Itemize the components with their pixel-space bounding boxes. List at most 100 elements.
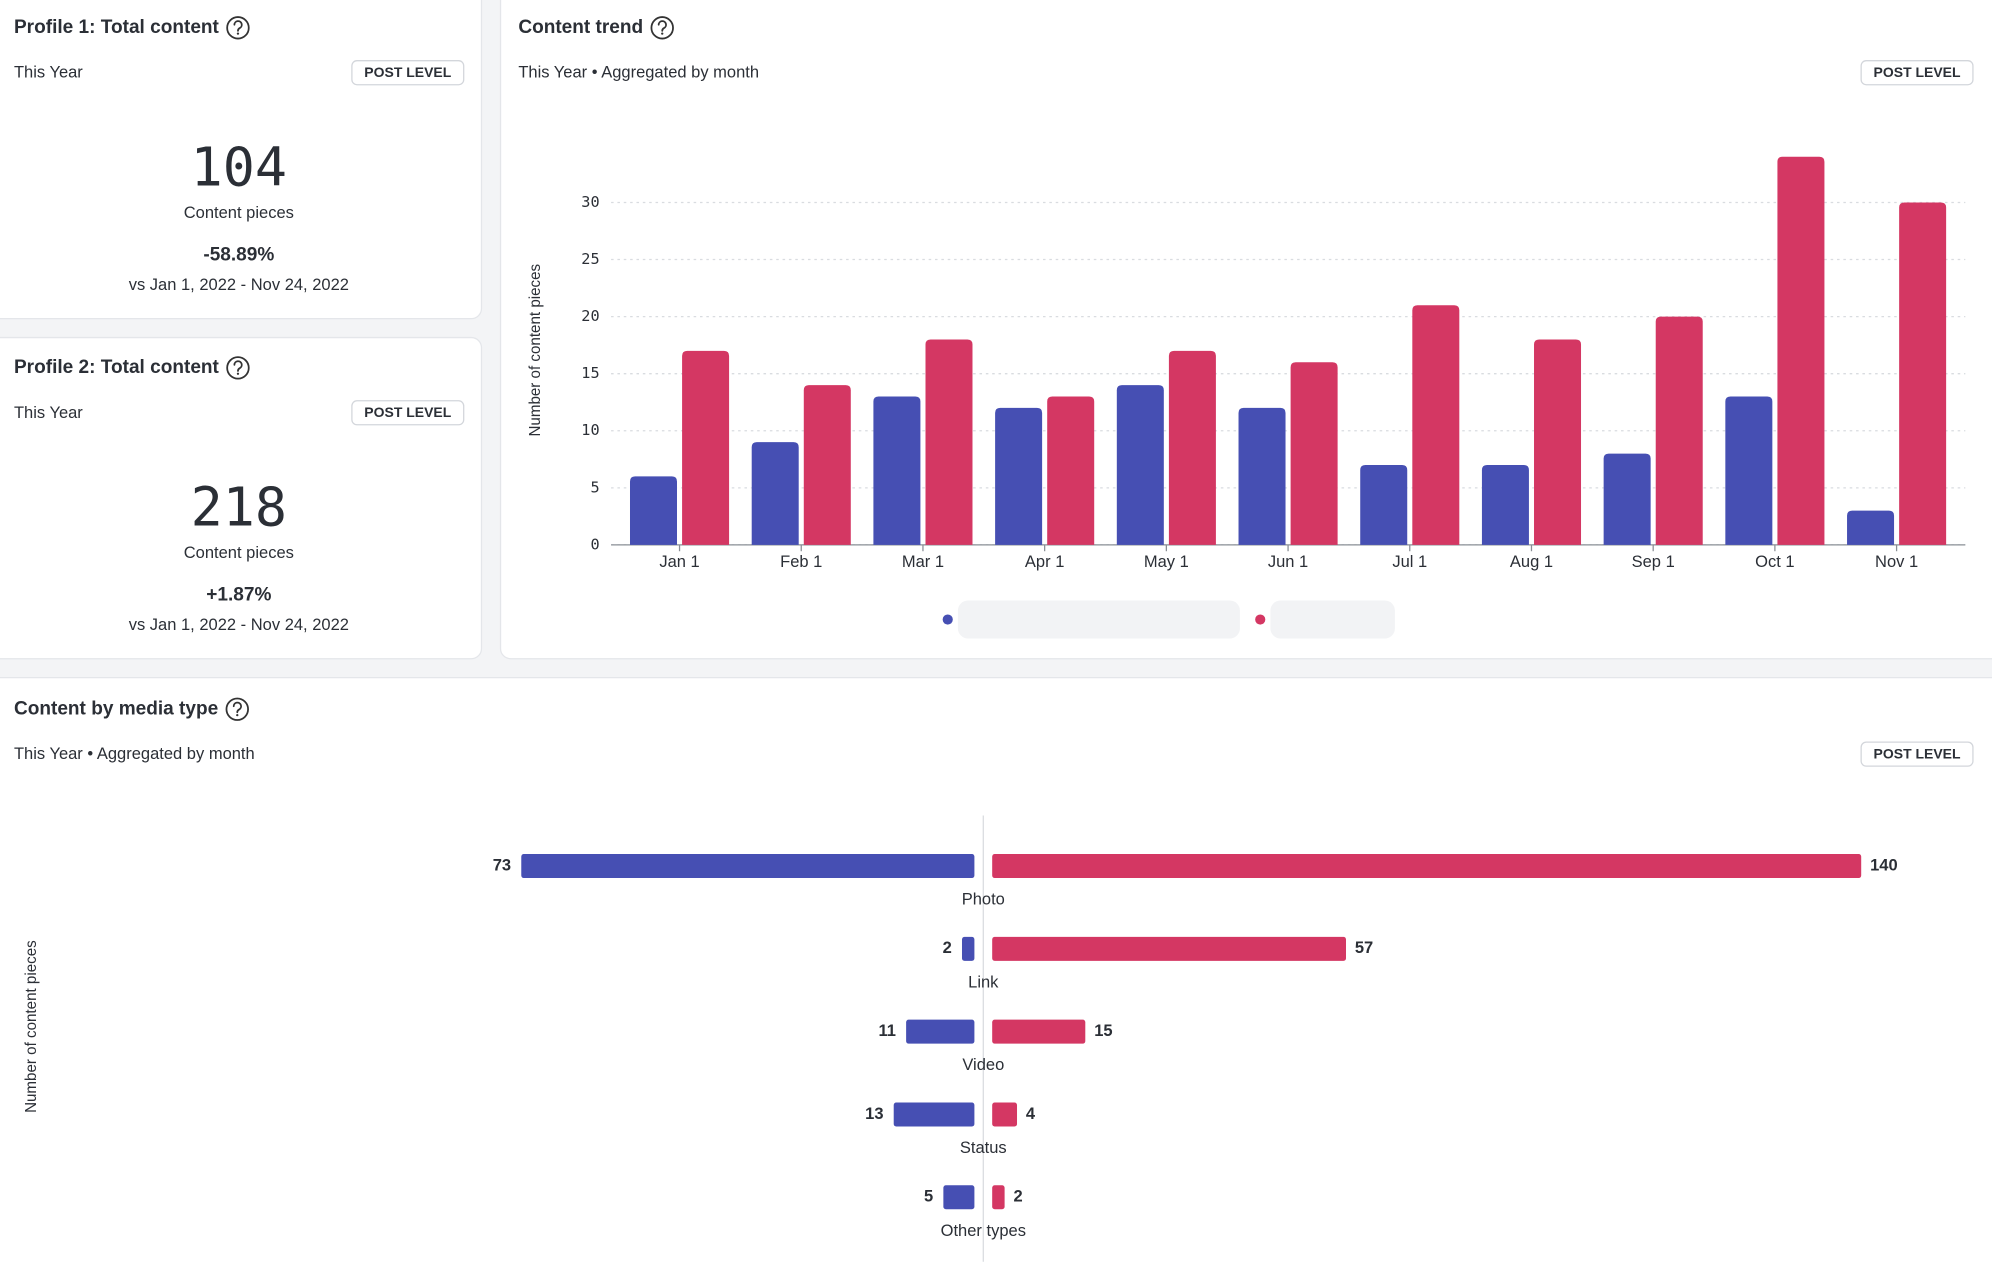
badge: POST LEVEL xyxy=(1874,745,1961,761)
bar xyxy=(1899,202,1947,545)
badge: POST LEVEL xyxy=(364,64,451,80)
kpi-change: -58.89% xyxy=(203,244,274,265)
bar xyxy=(992,1102,1018,1127)
value-label: 57 xyxy=(1355,939,1373,957)
kpi-caption: Content pieces xyxy=(184,204,294,222)
kpi-change: +1.87% xyxy=(206,585,271,606)
card-subtitle: This Year xyxy=(14,404,83,422)
bar xyxy=(992,1019,1086,1044)
help-dot xyxy=(236,713,239,717)
kpi-value: 104 xyxy=(191,136,287,198)
bar xyxy=(1603,453,1651,545)
category-label: Photo xyxy=(962,891,1005,909)
y-tick-label: 30 xyxy=(581,193,599,211)
bar xyxy=(1777,156,1825,545)
help-mark xyxy=(232,701,242,714)
legend-marker xyxy=(1255,614,1266,625)
bar xyxy=(873,396,921,545)
badge-box xyxy=(351,400,465,426)
card-title: Profile 1: Total content xyxy=(14,17,220,38)
badge-box xyxy=(1860,741,1974,767)
legend-placeholder xyxy=(957,600,1240,639)
help-icon[interactable] xyxy=(226,16,250,40)
card-title: Profile 2: Total content xyxy=(14,357,220,378)
badge-box xyxy=(351,60,465,86)
bar xyxy=(521,854,975,879)
bar xyxy=(751,442,799,545)
help-dot xyxy=(236,32,240,35)
bar xyxy=(906,1019,975,1044)
y-tick-label: 15 xyxy=(581,364,599,382)
value-label: 140 xyxy=(1870,856,1898,874)
help-circle xyxy=(225,697,249,721)
category-label: Video xyxy=(962,1056,1004,1074)
help-circle xyxy=(226,16,250,40)
bar xyxy=(893,1102,975,1127)
y-tick-label: 20 xyxy=(581,307,599,325)
bar xyxy=(992,854,1862,879)
bar xyxy=(1412,305,1460,545)
x-tick-label: Jun 1 xyxy=(1268,553,1308,571)
legend-marker xyxy=(942,614,953,625)
bar xyxy=(1534,339,1582,545)
bar xyxy=(943,1185,975,1210)
category-label: Link xyxy=(968,973,999,991)
x-tick-label: Nov 1 xyxy=(1875,553,1918,571)
card-subtitle: This Year xyxy=(14,64,83,82)
category-label: Status xyxy=(960,1139,1007,1157)
bar xyxy=(629,476,678,545)
card-title: Content trend xyxy=(518,17,643,38)
bar xyxy=(1238,407,1286,545)
value-label: 2 xyxy=(943,939,952,957)
bar xyxy=(1168,350,1216,545)
bar xyxy=(682,350,730,545)
value-label: 5 xyxy=(924,1188,933,1206)
x-tick-label: Feb 1 xyxy=(780,553,822,571)
bar xyxy=(1047,396,1095,545)
help-mark xyxy=(657,20,667,32)
bar xyxy=(992,1185,1005,1210)
value-label: 13 xyxy=(865,1105,883,1123)
help-dot xyxy=(661,32,664,35)
card-subtitle: This Year • Aggregated by month xyxy=(518,64,759,82)
help-dot xyxy=(236,372,240,375)
help-icon[interactable] xyxy=(226,356,250,380)
bar xyxy=(992,936,1346,961)
x-tick-label: May 1 xyxy=(1144,553,1189,571)
badge: POST LEVEL xyxy=(364,404,451,420)
kpi-caption: Content pieces xyxy=(184,544,294,562)
bar xyxy=(1725,396,1773,545)
value-label: 2 xyxy=(1013,1188,1022,1206)
category-label: Other types xyxy=(941,1222,1026,1240)
bar xyxy=(1655,316,1703,545)
help-circle xyxy=(650,16,674,40)
y-tick-label: 25 xyxy=(581,250,599,268)
kpi-value: 218 xyxy=(191,477,287,539)
y-axis-label: Number of content pieces xyxy=(527,263,544,436)
x-tick-label: Oct 1 xyxy=(1755,553,1794,571)
x-tick-label: Sep 1 xyxy=(1632,553,1675,571)
bar xyxy=(925,339,973,545)
y-tick-label: 5 xyxy=(590,478,599,496)
bar xyxy=(995,407,1043,545)
kpi-comparison: vs Jan 1, 2022 - Nov 24, 2022 xyxy=(129,616,349,634)
y-tick-label: 10 xyxy=(581,421,599,439)
card-title: Content by media type xyxy=(14,698,218,719)
bar xyxy=(1481,465,1529,545)
y-tick-label: 0 xyxy=(590,535,599,553)
bar xyxy=(961,936,975,961)
help-icon[interactable] xyxy=(225,697,249,721)
bar xyxy=(1360,465,1408,545)
help-mark xyxy=(233,20,243,32)
x-tick-label: Aug 1 xyxy=(1510,553,1553,571)
x-tick-label: Apr 1 xyxy=(1025,553,1064,571)
x-tick-label: Mar 1 xyxy=(902,553,944,571)
value-label: 4 xyxy=(1026,1105,1036,1123)
bar xyxy=(1290,362,1338,545)
bar xyxy=(1116,385,1164,545)
help-icon[interactable] xyxy=(650,16,674,40)
badge-box xyxy=(1860,60,1974,86)
badge: POST LEVEL xyxy=(1874,64,1961,80)
card-subtitle: This Year • Aggregated by month xyxy=(14,745,255,763)
